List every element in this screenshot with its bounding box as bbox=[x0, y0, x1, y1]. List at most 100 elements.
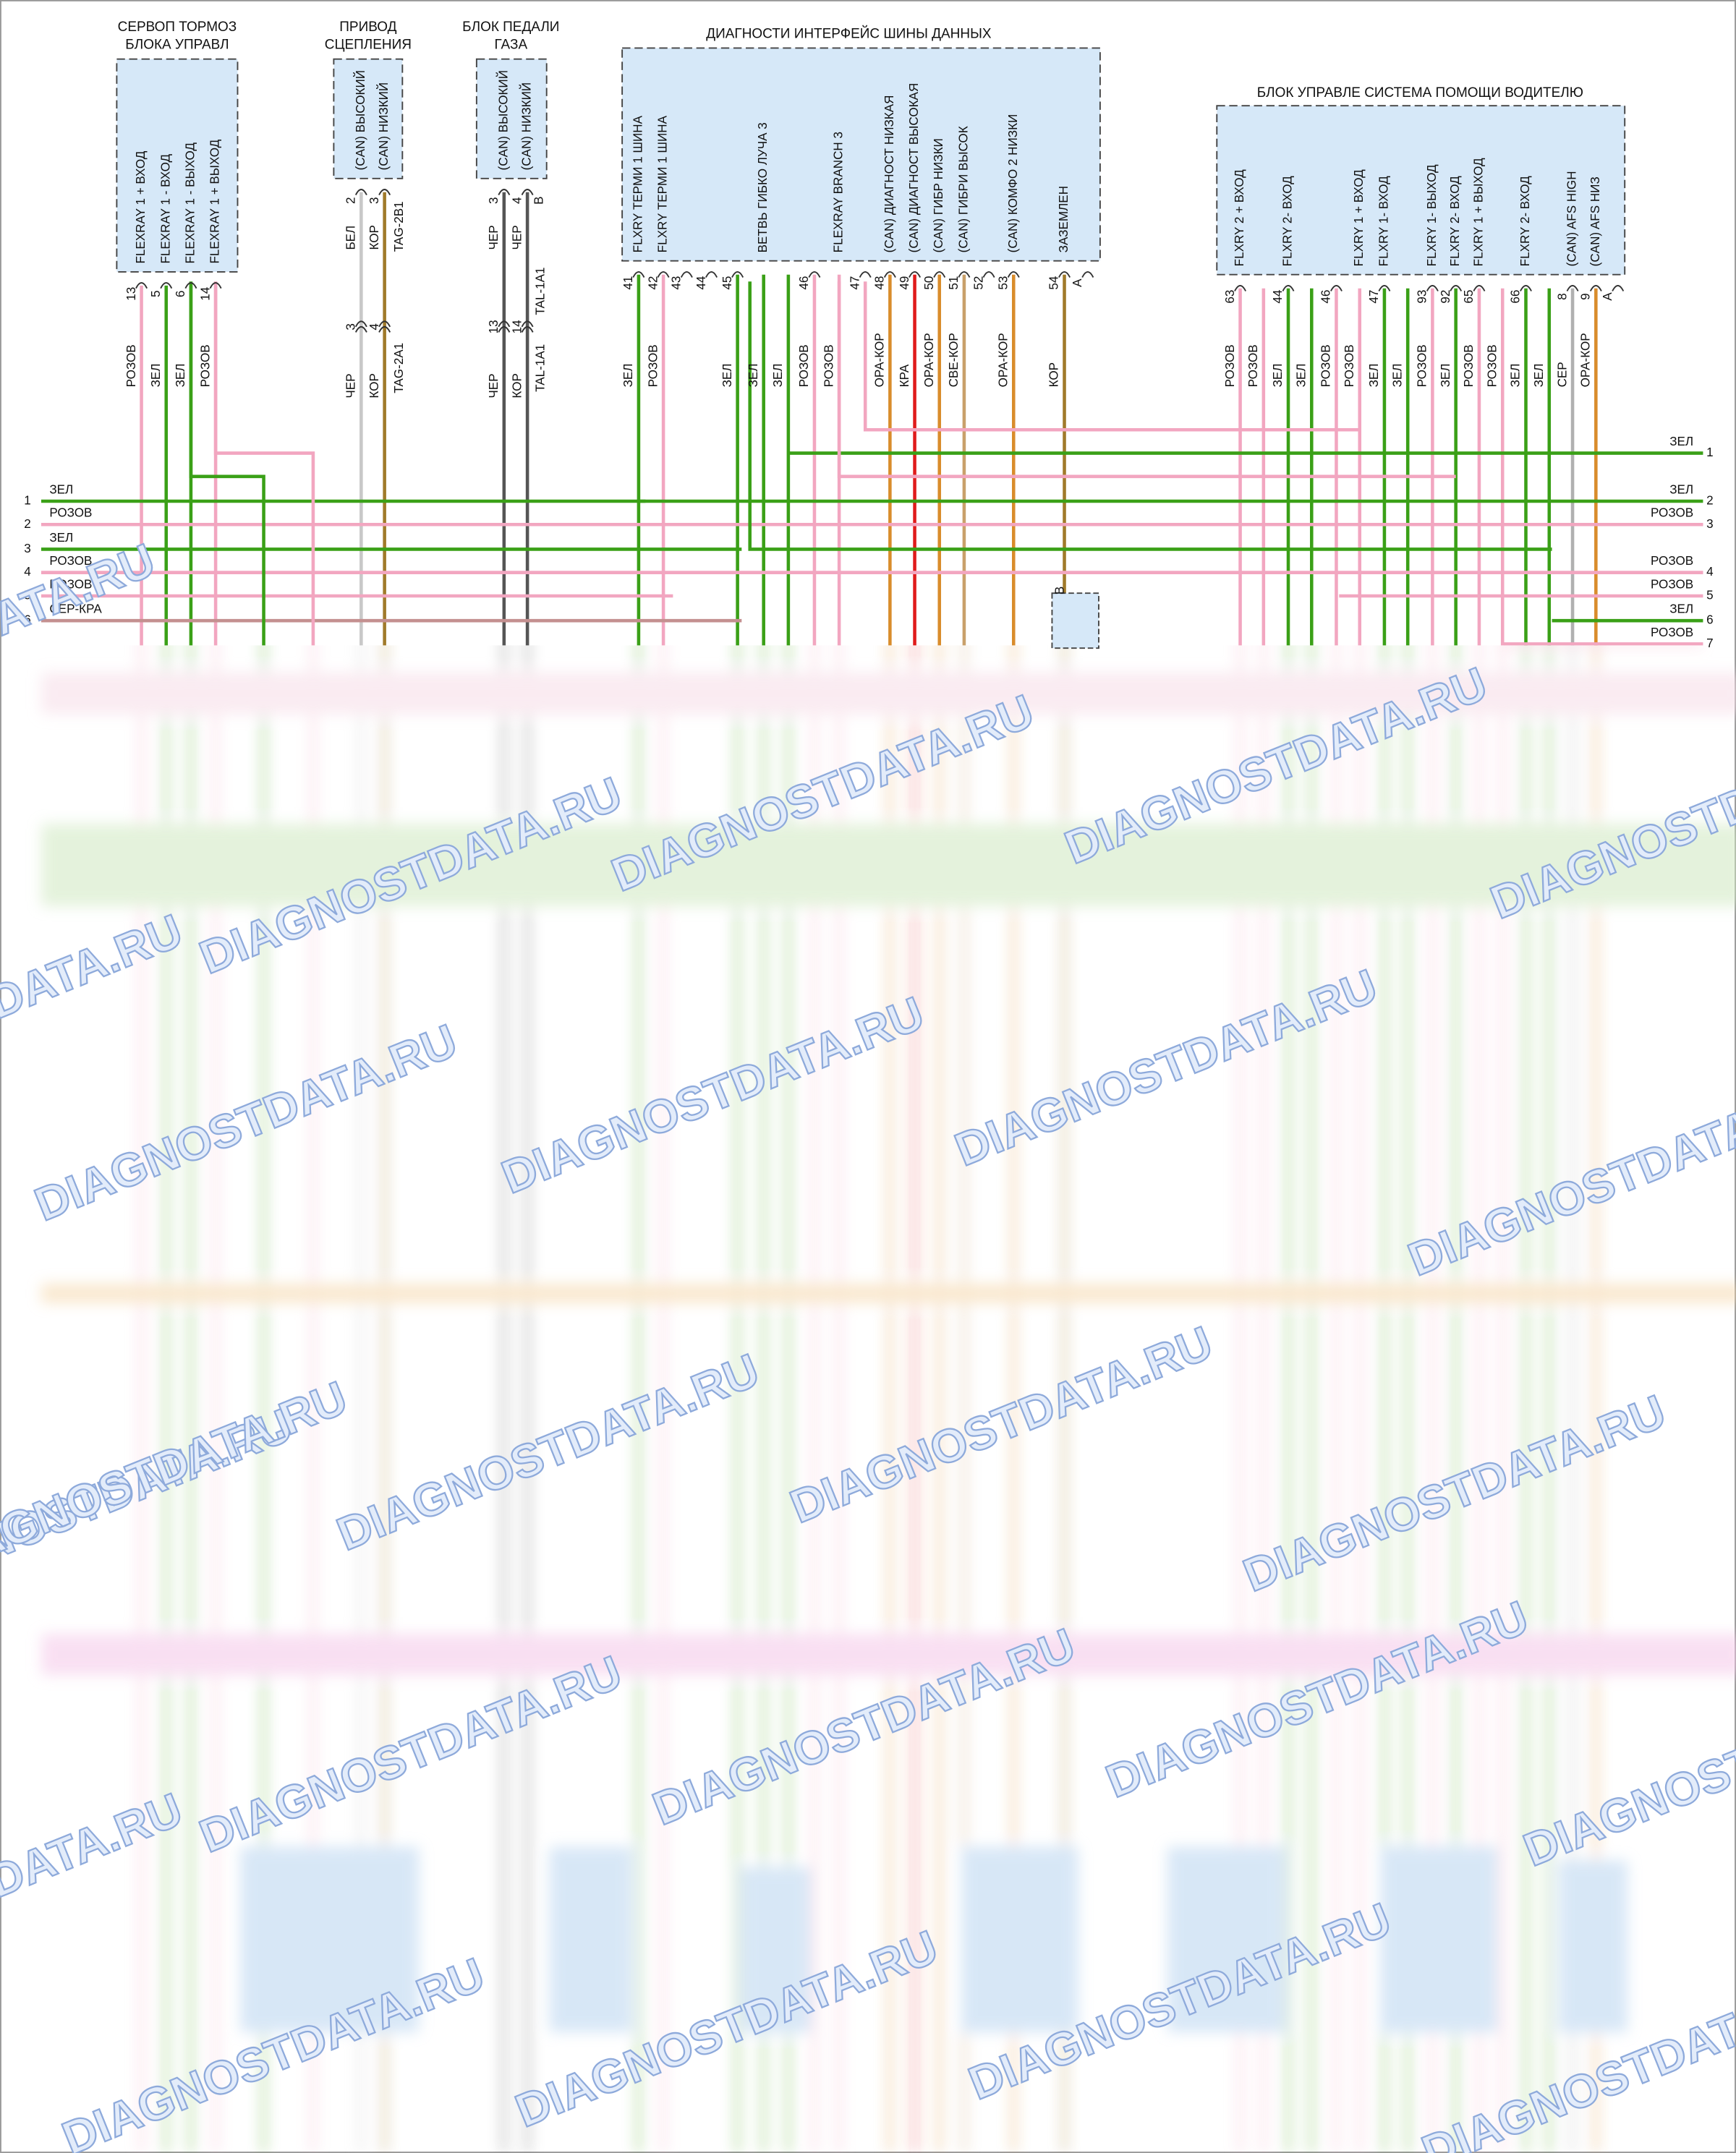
bus-number: 6 bbox=[24, 613, 31, 627]
wire-label: КОР bbox=[367, 225, 381, 250]
pin-connector bbox=[135, 282, 148, 289]
pin-number: 53 bbox=[996, 276, 1010, 290]
wire bbox=[311, 645, 315, 2153]
pin-connector bbox=[209, 282, 222, 289]
pin-number: 48 bbox=[873, 276, 887, 290]
pin-number: 51 bbox=[947, 276, 961, 290]
wire-label: РОЗОВ bbox=[797, 344, 811, 387]
module-title: СЦЕПЛЕНИЯ bbox=[325, 38, 412, 53]
wire-label: СЕР bbox=[1555, 362, 1569, 387]
connector-tag: TAL-1A1 bbox=[534, 344, 548, 392]
wire-label: РОЗОВ bbox=[1343, 344, 1356, 387]
bus-wire-label: ЗЕЛ bbox=[49, 482, 73, 496]
pin-number: 41 bbox=[621, 276, 635, 290]
pin-connector bbox=[982, 271, 995, 278]
pin-number: 52 bbox=[971, 276, 985, 290]
bus-number: 2 bbox=[24, 517, 31, 531]
blurred-module bbox=[549, 1846, 632, 2032]
bus-wire-label: СЕР-КРА bbox=[49, 602, 102, 615]
pin-label: FLXRY ТЕРМИ 1 ШИНА bbox=[656, 115, 670, 252]
wire-label: РОЗОВ bbox=[1416, 344, 1429, 387]
wire-label: ЗЕЛ bbox=[149, 363, 163, 387]
bus-number: 3 bbox=[24, 542, 31, 555]
pin-connector bbox=[1378, 284, 1391, 291]
pin-connector bbox=[731, 271, 744, 278]
pin-number: 5 bbox=[149, 291, 163, 297]
pin-label: FLEXRAY 1 - ВХОД bbox=[158, 153, 172, 263]
pin-connector bbox=[160, 282, 173, 289]
wire-label: РОЗОВ bbox=[1319, 344, 1333, 387]
pin-label: FLXRY 2 + ВХОД bbox=[1233, 169, 1246, 267]
connector-tag: TAL-1A1 bbox=[534, 267, 548, 315]
bus-wire-label: ЗЕЛ bbox=[1669, 602, 1693, 615]
pin-connector bbox=[657, 271, 670, 278]
wire-label: ОРА-КОР bbox=[922, 333, 936, 387]
pin-label: FLXRY 2- ВХОД bbox=[1448, 176, 1462, 266]
wire-label: ЗЕЛ bbox=[174, 363, 187, 387]
wire-label: КОР bbox=[367, 373, 381, 398]
pin-label: FLEXRAY BRANCH 3 bbox=[832, 132, 846, 252]
pin-label: (CAN) ГИБРИ ВЫСОК bbox=[956, 126, 970, 252]
pin-label: FLXRY 2- ВХОД bbox=[1281, 176, 1295, 266]
bus-number: 6 bbox=[1706, 613, 1714, 627]
wire-label: ЧЕР bbox=[487, 373, 501, 398]
module-box bbox=[333, 58, 404, 179]
bus-number: 5 bbox=[24, 589, 31, 602]
bus-number: 4 bbox=[24, 565, 31, 579]
pin-label: FLEXRAY 1 + ВЫХОД bbox=[208, 139, 222, 263]
blurred-area bbox=[41, 645, 1736, 2153]
pin-number: 3 bbox=[487, 197, 501, 203]
labels: СЕРВОП ТОРМОЗ БЛОКА УПРАВЛ FLEXRAY 1 + ВХО… bbox=[24, 20, 1713, 650]
wire-label: ЗЕЛ bbox=[1271, 363, 1285, 387]
pin-connector bbox=[1234, 284, 1247, 291]
pin-connector bbox=[705, 271, 718, 278]
wire-label: КОР bbox=[1047, 362, 1061, 387]
pin-connector bbox=[958, 271, 971, 278]
pin-label: (CAN) AFS НИЗ bbox=[1588, 176, 1602, 266]
pin-label: FLXRY 1- ВХОД bbox=[1377, 176, 1390, 266]
bus-wire-label: РОЗОВ bbox=[1651, 554, 1693, 568]
wire-label: ЗЕЛ bbox=[1390, 363, 1404, 387]
pin-connector bbox=[498, 189, 511, 196]
blurred-band bbox=[41, 673, 1736, 715]
ground-connector-pin: B bbox=[1052, 587, 1066, 594]
pin-label: FLXRY 1 + ВЫХОД bbox=[1471, 158, 1485, 266]
blurred-band bbox=[41, 824, 1736, 907]
pin-label: FLXRY 1- ВЫХОД bbox=[1425, 164, 1439, 266]
wire bbox=[837, 281, 1456, 479]
pin-number: 49 bbox=[898, 276, 911, 290]
pin-number: 13 bbox=[124, 287, 138, 301]
bus-wire-label: РОЗОВ bbox=[49, 506, 92, 520]
wire-label: ЧЕР bbox=[510, 225, 524, 250]
bus-wire-label: ЗЕЛ bbox=[1669, 435, 1693, 448]
pin-number: 42 bbox=[646, 276, 660, 290]
inline-connector bbox=[498, 320, 511, 333]
bus-number: 5 bbox=[1706, 589, 1714, 602]
pin-connector bbox=[1450, 284, 1463, 291]
pin-label: FLXRY 1 + ВХОД bbox=[1352, 169, 1366, 267]
pin-label: ВЕТВЬ ГИБКО ЛУЧА 3 bbox=[756, 122, 770, 252]
pin-connector bbox=[1330, 284, 1343, 291]
wire-label: БЕЛ bbox=[344, 226, 358, 250]
wire bbox=[189, 281, 265, 646]
pin-number: 65 bbox=[1462, 290, 1476, 304]
pin-number: 47 bbox=[848, 276, 861, 290]
pin-label: (CAN) КОМФО 2 НИЗКИ bbox=[1006, 114, 1020, 253]
bus-wire-label: РОЗОВ bbox=[1651, 506, 1693, 520]
pin-connector bbox=[909, 271, 922, 278]
ground-connector bbox=[1051, 592, 1099, 649]
pin-connector bbox=[354, 189, 367, 196]
pin-letter: B bbox=[532, 196, 546, 204]
pin-number: 93 bbox=[1416, 290, 1429, 304]
pin-number: 63 bbox=[1223, 290, 1237, 304]
pin-label: FLEXRAY 1 + ВХОД bbox=[134, 150, 148, 263]
wire-label: ОРА-КОР bbox=[873, 333, 887, 387]
pin-connector bbox=[632, 271, 645, 278]
module-box bbox=[116, 58, 239, 273]
pin-label: (CAN) ГИБР НИЗКИ bbox=[932, 138, 945, 252]
pin-connector bbox=[1612, 284, 1625, 291]
pin-connector bbox=[1566, 284, 1579, 291]
wire-label: РОЗОВ bbox=[1462, 344, 1476, 387]
pin-number: 4 bbox=[367, 323, 381, 330]
